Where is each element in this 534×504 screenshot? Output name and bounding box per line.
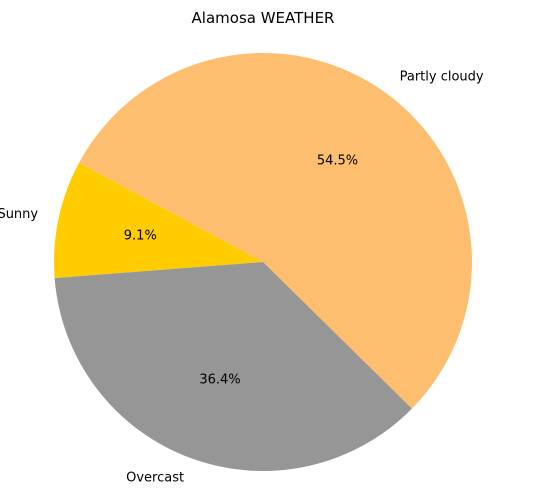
slice-label-partly-cloudy: Partly cloudy (400, 70, 484, 85)
slice-pct-overcast: 36.4% (199, 372, 240, 387)
slice-pct-sunny: 9.1% (124, 229, 157, 244)
slice-label-sunny: Sunny (0, 207, 38, 222)
slice-pct-partly-cloudy: 54.5% (317, 154, 358, 169)
chart-title: Alamosa WEATHER (192, 9, 335, 27)
pie-slices (54, 53, 472, 471)
slice-label-overcast: Overcast (126, 470, 184, 485)
